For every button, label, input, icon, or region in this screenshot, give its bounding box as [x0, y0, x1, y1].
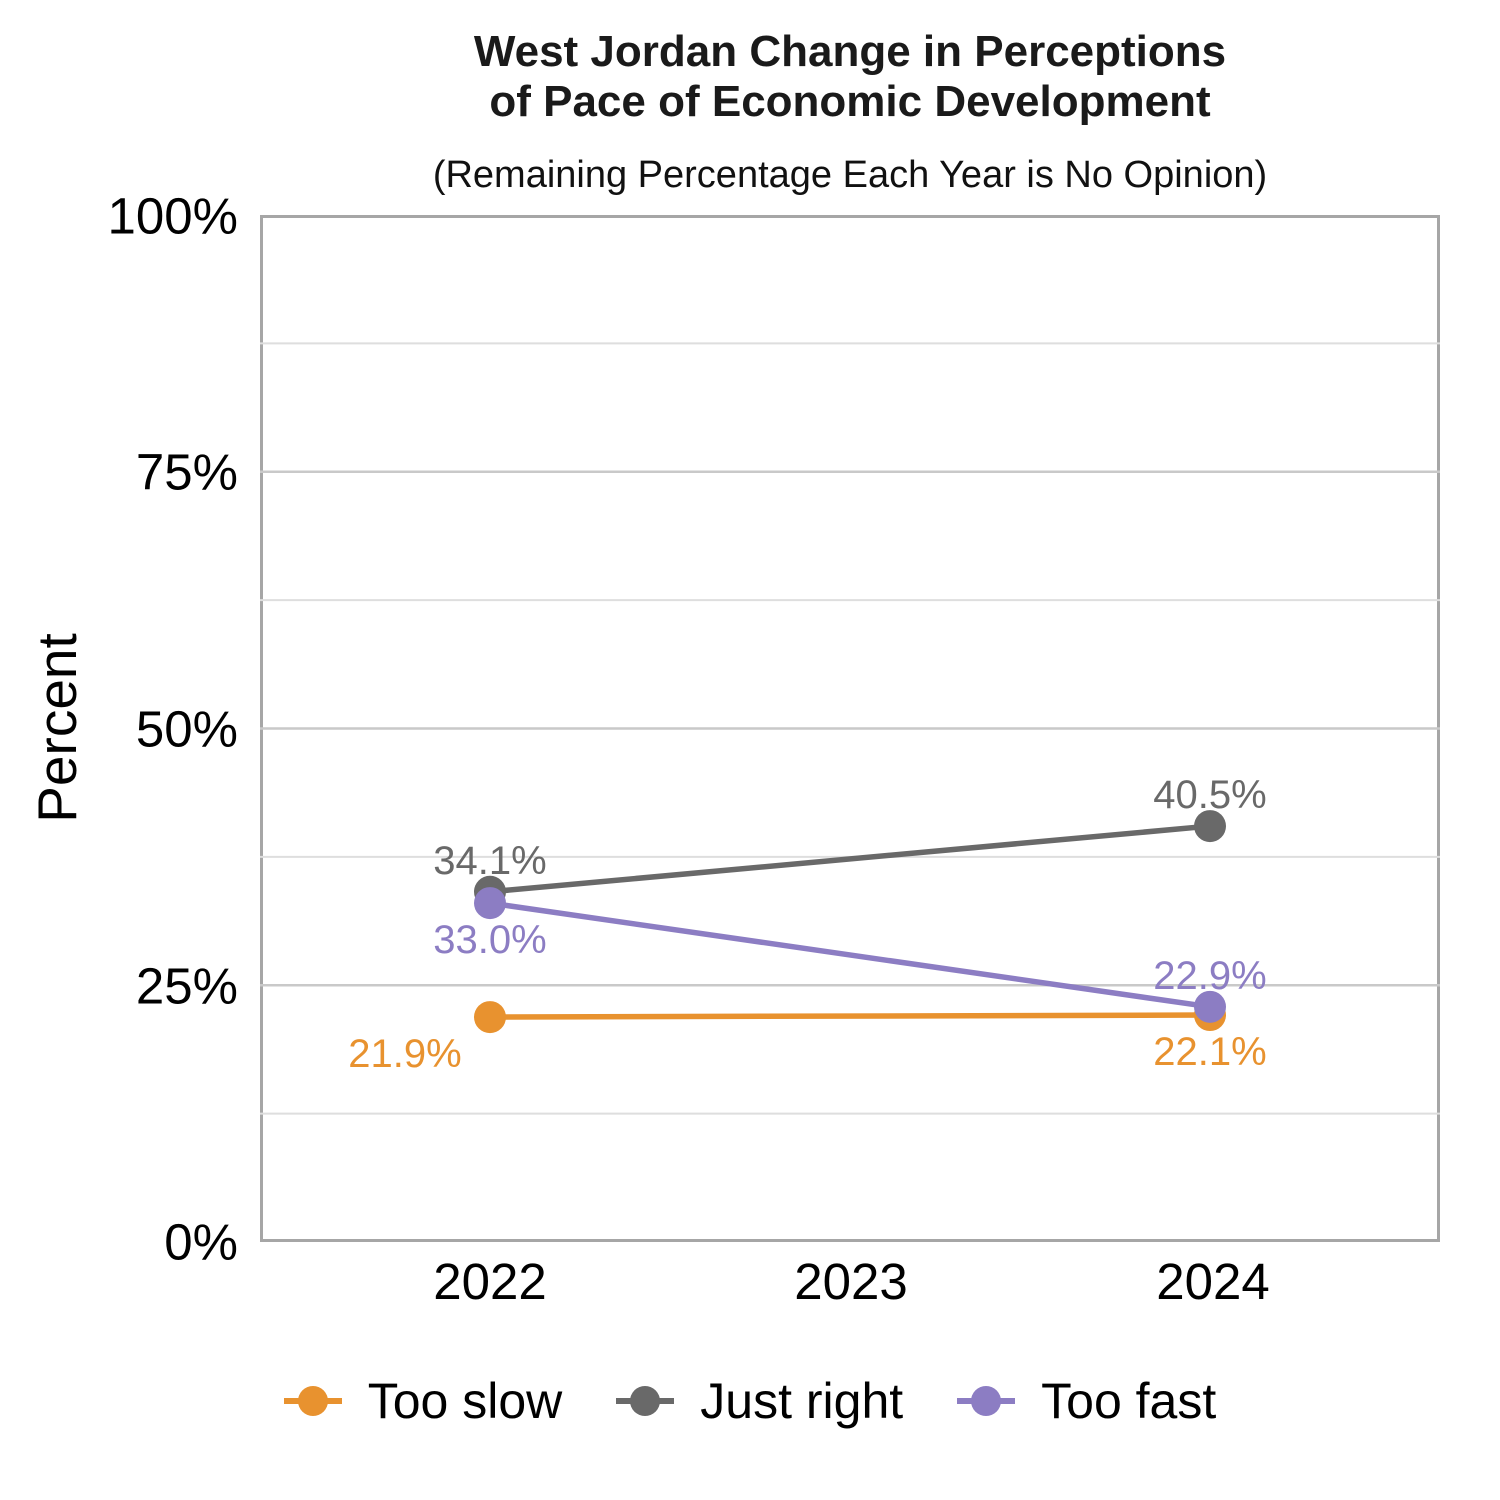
data-point-too-fast — [1194, 990, 1226, 1023]
data-label-too-slow: 22.1% — [1153, 1030, 1266, 1074]
y-tick-25: 25% — [135, 957, 238, 1015]
legend-item-just-right: Just right — [616, 1372, 903, 1430]
data-label-too-fast: 33.0% — [433, 918, 546, 962]
data-point-too-slow — [474, 1001, 506, 1034]
plot-canvas: 21.9% 22.1% 34.1% 40.5% 33.0% 22.9% — [260, 342, 1440, 1115]
x-tick-2023: 2023 — [794, 1253, 908, 1310]
series-line-too-fast — [489, 900, 1211, 1010]
x-tick-2022: 2022 — [433, 1253, 547, 1310]
data-label-just-right: 40.5% — [1153, 773, 1266, 817]
series-line-just-right — [489, 823, 1211, 895]
chart-subtitle: (Remaining Percentage Each Year is No Op… — [432, 154, 1268, 196]
legend-item-too-slow: Too slow — [283, 1372, 563, 1430]
y-tick-0: 0% — [164, 1213, 238, 1271]
series-line-too-slow — [489, 1012, 1211, 1020]
chart-title-line1: West Jordan Change in Perceptions — [473, 27, 1227, 76]
chart-title-line2: of Pace of Economic Development — [489, 77, 1211, 126]
data-label-too-fast: 22.9% — [1153, 954, 1266, 998]
data-point-too-fast — [474, 887, 506, 920]
legend-key-too-fast-icon — [957, 1386, 1016, 1416]
legend-label-too-slow: Too slow — [367, 1373, 563, 1429]
x-tick-2024: 2024 — [1156, 1253, 1270, 1310]
legend-key-too-slow-icon — [283, 1386, 342, 1416]
plot-panel: 21.9% 22.1% 34.1% 40.5% 33.0% 22.9% — [260, 215, 1440, 1242]
legend: Too slow Just right Too fast — [0, 1372, 1500, 1430]
legend-label-too-fast: Too fast — [1041, 1373, 1217, 1429]
chart-title: West Jordan Change in Perceptions of Pac… — [260, 27, 1440, 127]
data-label-too-slow: 21.9% — [348, 1032, 461, 1076]
y-tick-50: 50% — [135, 700, 238, 758]
legend-item-too-fast: Too fast — [957, 1372, 1216, 1430]
legend-key-just-right-icon — [616, 1386, 675, 1416]
legend-label-just-right: Just right — [700, 1373, 904, 1429]
data-label-just-right: 34.1% — [433, 839, 546, 883]
y-tick-100: 100% — [107, 187, 238, 245]
y-tick-75: 75% — [135, 443, 238, 501]
data-point-just-right — [1194, 810, 1226, 843]
